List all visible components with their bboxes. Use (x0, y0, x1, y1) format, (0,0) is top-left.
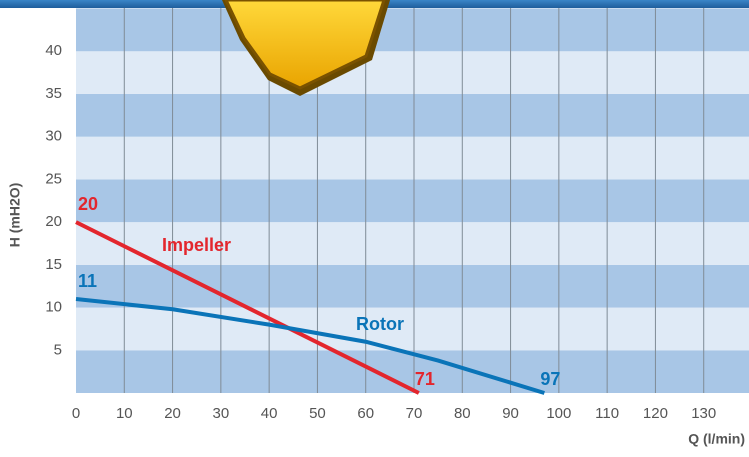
x-tick-label: 0 (72, 405, 80, 422)
start-value-label: 11 (78, 271, 97, 291)
band (76, 8, 749, 52)
y-axis-label: H (mH2O) (7, 183, 23, 248)
y-tick-label: 15 (45, 256, 62, 273)
x-tick-label: 20 (164, 405, 181, 422)
series-name: Impeller (162, 235, 231, 255)
y-tick-label: 10 (45, 299, 62, 316)
x-tick-label: 70 (406, 405, 423, 422)
y-tick-label: 5 (54, 341, 62, 358)
x-tick-label: 120 (643, 405, 668, 422)
x-tick-label: 30 (213, 405, 230, 422)
x-tick-label: 90 (502, 405, 519, 422)
series-name: Rotor (356, 314, 404, 334)
band (76, 307, 749, 351)
band (76, 222, 749, 265)
end-value-label: 97 (540, 369, 560, 389)
x-tick-label: 130 (691, 405, 716, 422)
band (76, 51, 749, 94)
y-tick-label: 35 (45, 85, 62, 102)
x-tick-label: 110 (595, 405, 619, 422)
band (76, 350, 749, 393)
logo-shield (224, 0, 386, 90)
series-line (75, 297, 545, 395)
y-tick-label: 30 (45, 128, 62, 145)
x-tick-label: 100 (546, 405, 571, 422)
band (76, 93, 749, 137)
end-value-label: 71 (415, 369, 435, 389)
y-tick-label: 20 (45, 213, 62, 230)
x-axis-label: Q (l/min) (688, 431, 745, 447)
x-tick-label: 60 (357, 405, 374, 422)
band (76, 179, 749, 223)
series-line (75, 220, 420, 395)
x-tick-label: 80 (454, 405, 471, 422)
x-tick-label: 10 (116, 405, 133, 422)
y-tick-label: 40 (45, 42, 62, 59)
plot-area (76, 0, 749, 393)
y-tick-label: 25 (45, 170, 62, 187)
band (76, 136, 749, 180)
start-value-label: 20 (78, 194, 98, 214)
x-tick-label: 40 (261, 405, 278, 422)
x-tick-label: 50 (309, 405, 326, 422)
band (76, 264, 749, 308)
